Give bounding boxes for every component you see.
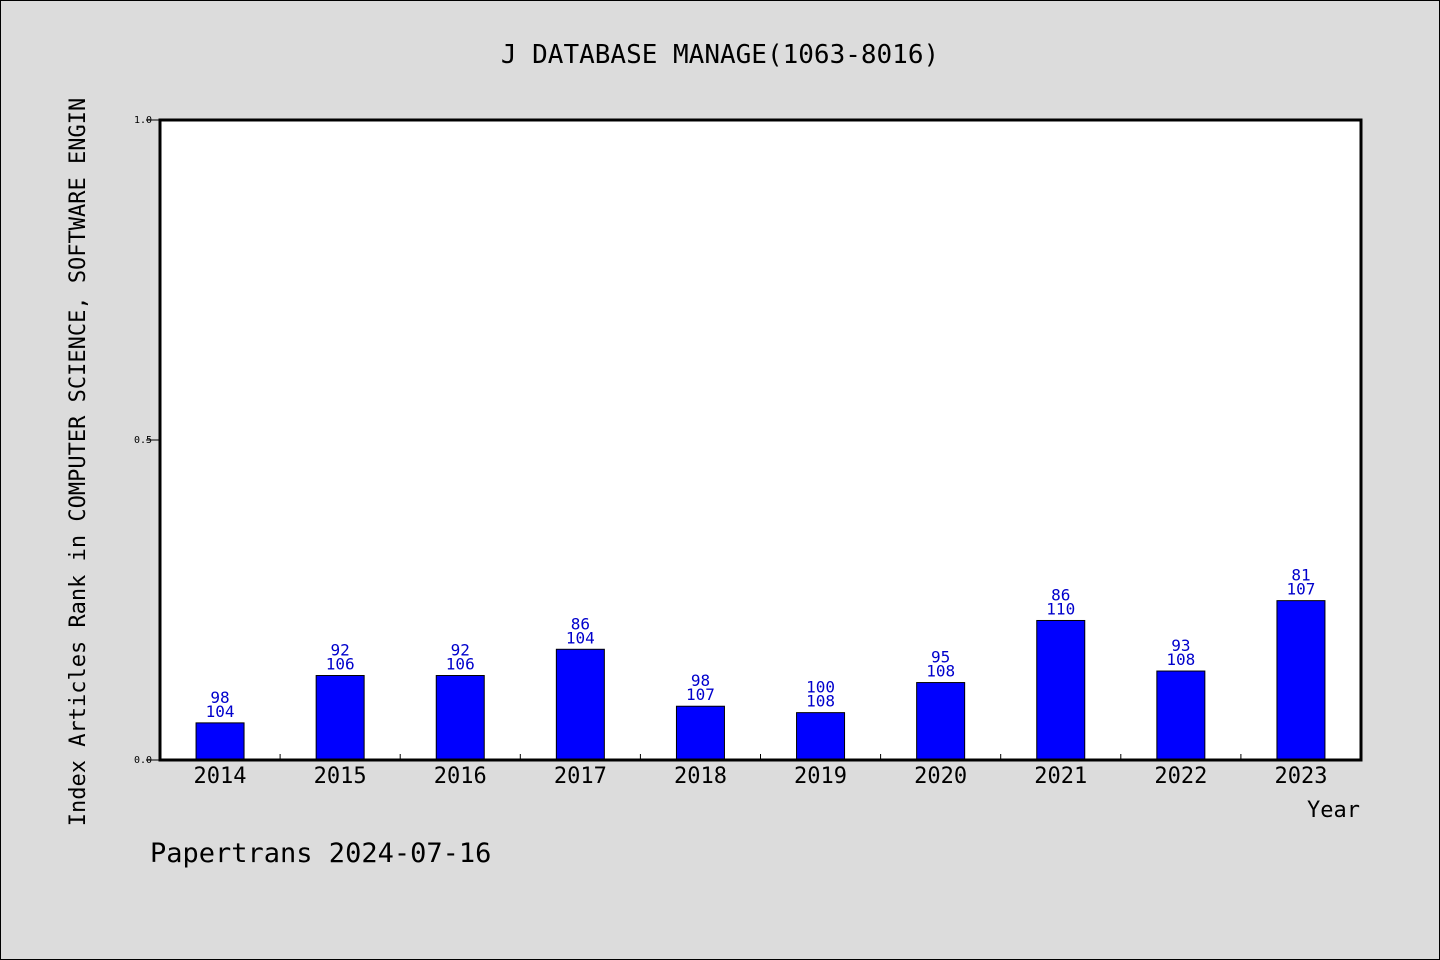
bar-2019 bbox=[796, 712, 846, 761]
y-axis-ticks: 0.0 0.5 1.0 bbox=[134, 115, 160, 766]
bar-2015 bbox=[315, 675, 365, 761]
y-tick-label-0.5: 0.5 bbox=[134, 435, 152, 446]
bar-2017 bbox=[555, 648, 605, 761]
bar-label-top-2016: 92 bbox=[451, 641, 470, 660]
x-tick-label-2022: 2022 bbox=[1154, 764, 1207, 789]
x-tick-label-2020: 2020 bbox=[914, 764, 967, 789]
bar-label-top-2023: 81 bbox=[1291, 566, 1310, 585]
bar-label-top-2021: 86 bbox=[1051, 585, 1070, 604]
bar-label-bottom-2019: 108 bbox=[806, 692, 835, 711]
x-tick-label-2019: 2019 bbox=[794, 764, 847, 789]
x-tick-label-2023: 2023 bbox=[1274, 764, 1327, 789]
bar-label-bottom-2017: 104 bbox=[566, 628, 595, 647]
x-tick-label-2014: 2014 bbox=[194, 764, 247, 789]
x-axis-ticks: 2014 2015 2016 2017 2018 2019 2020 2021 2022 2023 bbox=[194, 754, 1327, 789]
x-tick-label-2018: 2018 bbox=[674, 764, 727, 789]
bar-2020 bbox=[916, 682, 966, 761]
x-tick-label-2015: 2015 bbox=[314, 764, 367, 789]
bar-label-bottom-2020: 108 bbox=[926, 662, 955, 681]
bar-label-top-2017: 86 bbox=[571, 614, 590, 633]
bar-2022 bbox=[1156, 670, 1206, 761]
bar-2023 bbox=[1276, 600, 1326, 761]
y-axis-label: Index Articles Rank in COMPUTER SCIENCE,… bbox=[66, 98, 91, 826]
bar-2014 bbox=[195, 722, 245, 761]
bar-label-bottom-2021: 110 bbox=[1046, 599, 1075, 618]
bar-label-bottom-2016: 106 bbox=[446, 655, 475, 674]
bar-label-bottom-2014: 104 bbox=[206, 702, 235, 721]
bar-label-top-2022: 93 bbox=[1171, 636, 1190, 655]
bar-label-bottom-2022: 108 bbox=[1166, 650, 1195, 669]
bar-label-top-2020: 95 bbox=[931, 648, 950, 667]
bar-label-top-2015: 92 bbox=[331, 641, 350, 660]
bar-group bbox=[195, 600, 1326, 761]
x-tick-label-2016: 2016 bbox=[434, 764, 487, 789]
bar-label-bottom-2023: 107 bbox=[1286, 580, 1315, 599]
x-tick-label-2017: 2017 bbox=[554, 764, 607, 789]
plot-area bbox=[160, 120, 1361, 760]
x-axis-label: Year bbox=[1307, 798, 1360, 823]
bar-label-top-2019: 100 bbox=[806, 678, 835, 697]
bar-label-top-2014: 98 bbox=[210, 688, 229, 707]
bar-label-top-2018: 98 bbox=[691, 671, 710, 690]
y-tick-label-1.0: 1.0 bbox=[134, 115, 152, 126]
bar-2021 bbox=[1036, 619, 1086, 761]
bar-2018 bbox=[675, 705, 725, 761]
y-tick-label-0.0: 0.0 bbox=[134, 755, 152, 766]
bar-2016 bbox=[435, 675, 485, 761]
x-tick-label-2021: 2021 bbox=[1034, 764, 1087, 789]
chart-title: J DATABASE MANAGE(1063-8016) bbox=[501, 40, 939, 70]
bar-label-bottom-2015: 106 bbox=[326, 655, 355, 674]
footer-credit: Papertrans 2024-07-16 bbox=[150, 838, 491, 869]
bar-label-bottom-2018: 107 bbox=[686, 685, 715, 704]
